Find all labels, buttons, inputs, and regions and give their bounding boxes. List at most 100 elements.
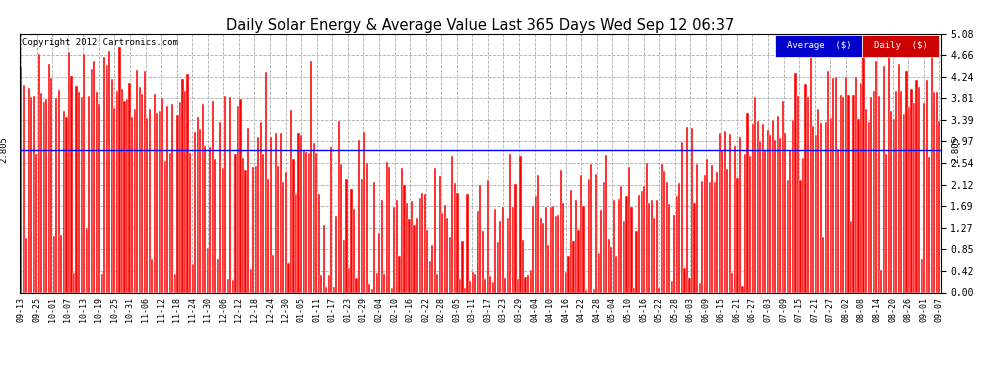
Bar [60,234,62,292]
Bar [174,274,176,292]
Bar [300,135,302,292]
Bar [497,242,499,292]
Bar [665,182,668,292]
Bar [38,54,40,292]
Bar [525,277,527,292]
Text: Average  ($): Average ($) [787,41,851,50]
Bar [432,245,434,292]
Bar [421,193,423,292]
Bar [68,52,70,292]
Bar [618,200,620,292]
Bar [313,143,315,292]
Bar [277,166,279,292]
Bar [820,123,822,292]
Bar [217,260,219,292]
Bar [926,80,928,292]
Bar [605,155,607,292]
Bar [91,69,93,292]
Bar [381,200,383,292]
Bar [492,282,494,292]
Bar [459,279,461,292]
Bar [893,119,895,292]
Bar [259,122,261,292]
Bar [921,259,923,292]
Bar [532,207,535,292]
Bar [722,150,724,292]
Bar [931,52,933,292]
Bar [764,150,766,292]
Bar [737,178,739,292]
Bar [494,209,496,292]
Bar [610,247,613,292]
Bar [877,96,880,292]
Bar [325,287,328,292]
Bar [600,210,602,292]
Bar [742,286,743,292]
Bar [65,117,67,292]
Bar [489,276,491,292]
Bar [608,239,610,292]
Bar [158,111,160,292]
Bar [197,117,199,292]
Text: 2.805: 2.805 [951,136,960,163]
Bar [797,96,799,292]
FancyBboxPatch shape [862,35,939,57]
Bar [633,288,636,292]
Bar [346,179,347,292]
Bar [252,167,254,292]
Bar [144,71,146,292]
Bar [603,182,605,292]
Bar [817,109,820,292]
Bar [386,162,388,292]
Bar [777,117,779,292]
Bar [83,54,85,292]
Bar [852,95,854,292]
Bar [673,215,675,292]
Bar [544,207,546,292]
Bar [638,195,641,292]
Bar [936,92,938,292]
Bar [918,87,920,292]
Bar [429,261,431,292]
Bar [782,101,784,292]
Bar [50,78,52,292]
Bar [810,50,812,292]
Bar [254,166,256,292]
Bar [184,91,186,292]
Bar [370,289,373,292]
Bar [655,200,657,292]
Bar [297,133,300,292]
Bar [129,84,131,292]
Bar [784,134,786,292]
Bar [411,201,413,292]
Bar [833,78,835,292]
Bar [63,111,65,292]
Bar [466,194,468,292]
Bar [416,218,418,292]
Bar [580,175,582,292]
Bar [207,248,209,292]
Bar [593,289,595,292]
Bar [862,51,864,292]
Bar [890,111,892,292]
Bar [456,194,458,292]
Bar [70,76,72,292]
Bar [509,154,512,292]
Bar [235,154,237,292]
Bar [287,263,289,292]
Bar [437,274,439,292]
Bar [885,154,887,292]
Bar [761,124,763,292]
Bar [320,275,323,292]
Bar [305,152,307,292]
Bar [815,135,817,292]
Bar [522,240,524,292]
Bar [800,180,802,292]
Bar [792,120,794,292]
Bar [194,132,196,292]
Bar [805,84,807,292]
Bar [585,290,587,292]
Bar [28,88,30,292]
Title: Daily Solar Energy & Average Value Last 365 Days Wed Sep 12 06:37: Daily Solar Energy & Average Value Last … [226,18,735,33]
Bar [343,240,345,292]
